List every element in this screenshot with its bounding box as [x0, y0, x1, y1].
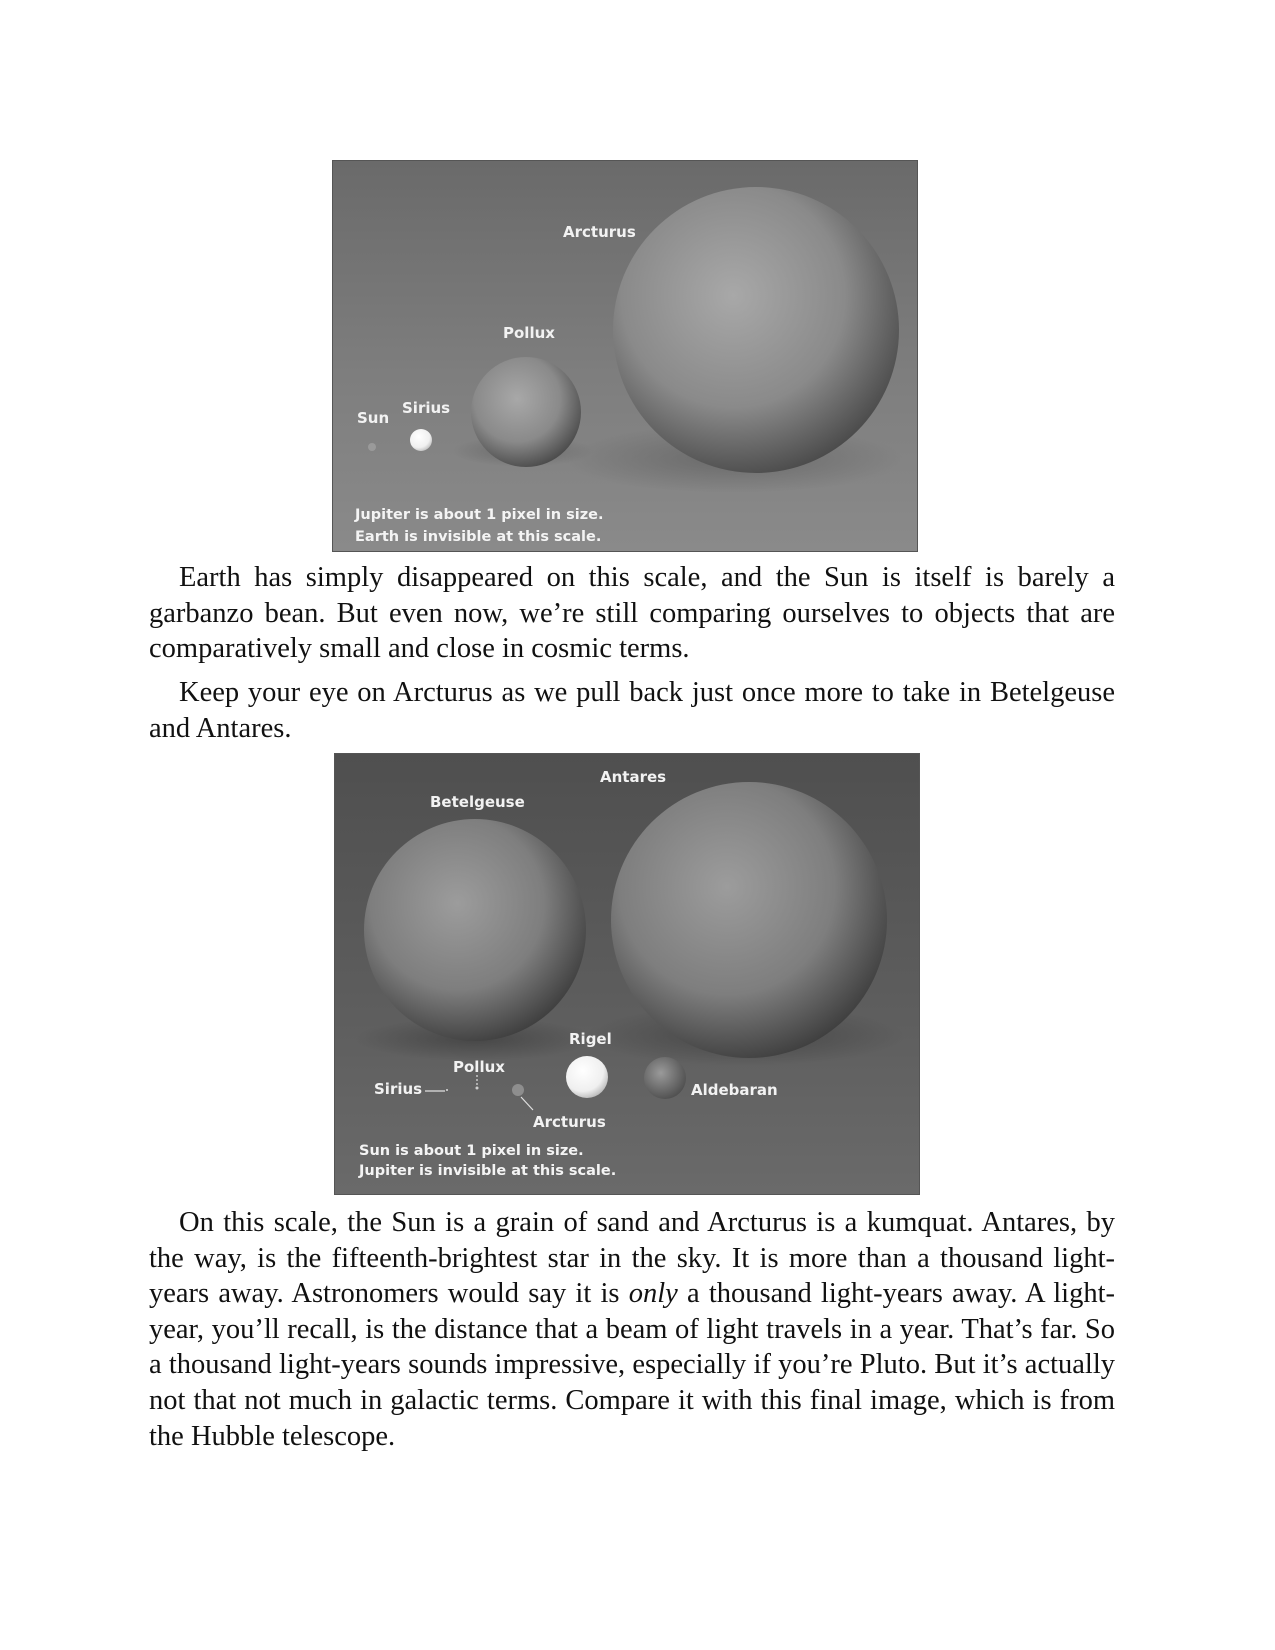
antares-sphere	[611, 782, 887, 1058]
label-arcturus: Arcturus	[563, 223, 636, 241]
betelgeuse-sphere	[364, 819, 586, 1041]
arcturus-sphere	[613, 187, 899, 473]
paragraph-3-text-a: On this scale, the Sun is a grain of san…	[149, 1207, 1115, 1310]
sun-sphere	[368, 443, 376, 451]
figure-2-caption-line-1: Sun is about 1 pixel in size.	[359, 1143, 584, 1159]
figure-2-caption-line-2: Jupiter is invisible at this scale.	[358, 1163, 616, 1179]
label-sirius: Sirius	[374, 1080, 422, 1098]
label-arcturus: Arcturus	[533, 1113, 606, 1131]
label-sun: Sun	[357, 409, 389, 427]
sirius-sphere	[410, 429, 432, 451]
figure-1-illustration: Arcturus Pollux Sirius Sun Jupiter is ab…	[333, 161, 917, 551]
sirius-sphere	[446, 1089, 448, 1091]
figure-2-illustration: Antares Betelgeuse Rigel Pollux Sirius A…	[335, 754, 919, 1194]
star-comparison-figure-2: Antares Betelgeuse Rigel Pollux Sirius A…	[334, 753, 920, 1195]
aldebaran-sphere	[644, 1057, 686, 1099]
arcturus-sphere	[512, 1084, 524, 1096]
paragraph-3: On this scale, the Sun is a grain of san…	[149, 1205, 1115, 1454]
arcturus-pointer	[520, 1096, 534, 1111]
label-betelgeuse: Betelgeuse	[430, 793, 525, 811]
label-pollux: Pollux	[503, 324, 555, 342]
paragraph-3-emphasis: only	[628, 1278, 678, 1310]
pollux-sphere	[475, 1086, 479, 1090]
paragraph-1: Earth has simply disappeared on this sca…	[149, 562, 1115, 665]
label-antares: Antares	[600, 768, 666, 786]
paragraph-2: Keep your eye on Arcturus as we pull bac…	[149, 677, 1115, 744]
paragraph-3-text-b: a thousand light-years away. A light-yea…	[149, 1278, 1115, 1452]
label-sirius: Sirius	[402, 399, 450, 417]
label-aldebaran: Aldebaran	[691, 1081, 778, 1099]
rigel-sphere	[566, 1056, 608, 1098]
pollux-sphere	[471, 357, 581, 467]
star-comparison-figure-1: Arcturus Pollux Sirius Sun Jupiter is ab…	[332, 160, 918, 552]
label-pollux: Pollux	[453, 1058, 505, 1076]
figure-1-caption-line-1: Jupiter is about 1 pixel in size.	[354, 507, 604, 523]
figure-1-caption-line-2: Earth is invisible at this scale.	[355, 529, 601, 545]
label-rigel: Rigel	[569, 1030, 612, 1048]
